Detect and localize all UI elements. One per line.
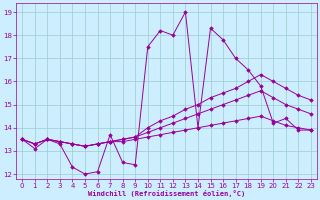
X-axis label: Windchill (Refroidissement éolien,°C): Windchill (Refroidissement éolien,°C) <box>88 190 245 197</box>
